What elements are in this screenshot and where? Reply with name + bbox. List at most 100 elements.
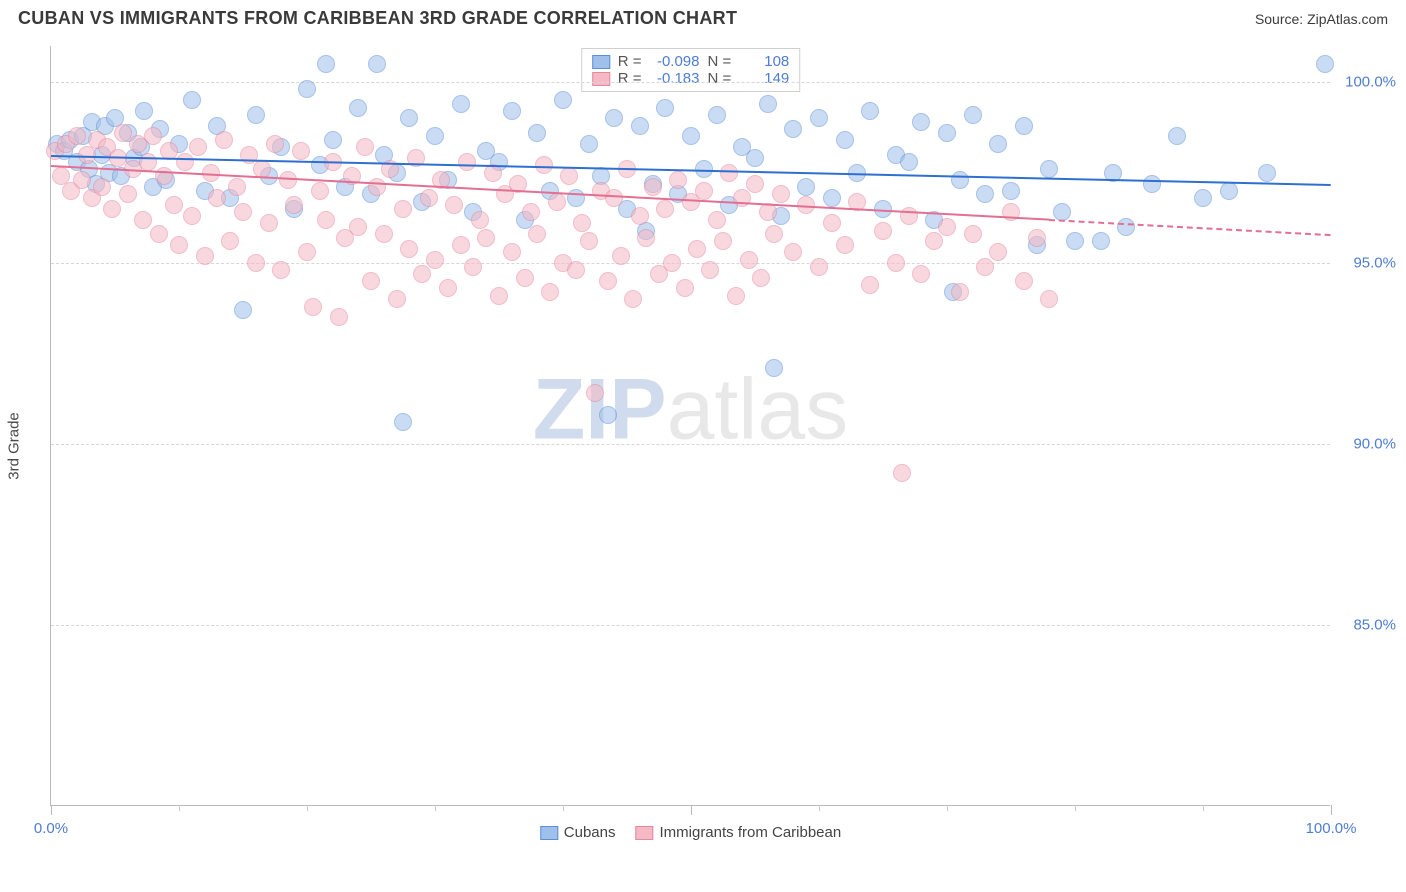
data-point-caribbean: [548, 193, 566, 211]
data-point-caribbean: [68, 127, 86, 145]
data-point-caribbean: [573, 214, 591, 232]
data-point-caribbean: [196, 247, 214, 265]
data-point-caribbean: [400, 240, 418, 258]
legend-item-cubans: Cubans: [540, 824, 616, 841]
data-point-cubans: [1143, 175, 1161, 193]
data-point-cubans: [1117, 218, 1135, 236]
data-point-caribbean: [874, 222, 892, 240]
data-point-caribbean: [330, 308, 348, 326]
data-point-caribbean: [375, 225, 393, 243]
data-point-cubans: [951, 171, 969, 189]
data-point-caribbean: [560, 167, 578, 185]
data-point-caribbean: [541, 283, 559, 301]
data-point-caribbean: [599, 272, 617, 290]
data-point-caribbean: [311, 182, 329, 200]
data-point-caribbean: [656, 200, 674, 218]
data-point-caribbean: [925, 232, 943, 250]
data-point-cubans: [1092, 232, 1110, 250]
data-point-caribbean: [439, 279, 457, 297]
data-point-caribbean: [612, 247, 630, 265]
data-point-caribbean: [836, 236, 854, 254]
data-point-cubans: [708, 106, 726, 124]
data-point-cubans: [298, 80, 316, 98]
data-point-caribbean: [388, 290, 406, 308]
data-point-caribbean: [695, 182, 713, 200]
data-point-cubans: [746, 149, 764, 167]
data-point-caribbean: [272, 261, 290, 279]
data-point-caribbean: [669, 171, 687, 189]
data-point-cubans: [580, 135, 598, 153]
data-point-caribbean: [1028, 229, 1046, 247]
data-point-caribbean: [150, 225, 168, 243]
gridline: [51, 625, 1330, 626]
data-point-caribbean: [394, 200, 412, 218]
data-point-caribbean: [458, 153, 476, 171]
data-point-cubans: [452, 95, 470, 113]
x-tick-minor: [435, 805, 436, 811]
data-point-cubans: [784, 120, 802, 138]
data-point-cubans: [605, 109, 623, 127]
data-point-cubans: [1002, 182, 1020, 200]
data-point-caribbean: [784, 243, 802, 261]
data-point-cubans: [1015, 117, 1033, 135]
legend-row-caribbean: R = -0.183 N = 149: [592, 70, 790, 87]
data-point-caribbean: [861, 276, 879, 294]
data-point-cubans: [1168, 127, 1186, 145]
plot-area: ZIPatlas R = -0.098 N = 108 R = -0.183 N…: [50, 46, 1330, 806]
x-tick: [691, 805, 692, 815]
data-point-caribbean: [266, 135, 284, 153]
data-point-cubans: [656, 99, 674, 117]
data-point-caribbean: [567, 261, 585, 279]
data-point-caribbean: [234, 203, 252, 221]
data-point-cubans: [682, 127, 700, 145]
data-point-caribbean: [413, 265, 431, 283]
data-point-caribbean: [119, 185, 137, 203]
data-point-caribbean: [170, 236, 188, 254]
x-tick-label: 100.0%: [1306, 820, 1357, 837]
data-point-caribbean: [714, 232, 732, 250]
data-point-caribbean: [165, 196, 183, 214]
x-tick: [51, 805, 52, 815]
data-point-cubans: [823, 189, 841, 207]
header-bar: CUBAN VS IMMIGRANTS FROM CARIBBEAN 3RD G…: [0, 0, 1406, 33]
data-point-caribbean: [701, 261, 719, 279]
data-point-cubans: [938, 124, 956, 142]
data-point-caribbean: [676, 279, 694, 297]
data-point-caribbean: [183, 207, 201, 225]
data-point-caribbean: [708, 211, 726, 229]
data-point-cubans: [324, 131, 342, 149]
data-point-caribbean: [989, 243, 1007, 261]
data-point-cubans: [1194, 189, 1212, 207]
data-point-cubans: [759, 95, 777, 113]
data-point-cubans: [976, 185, 994, 203]
source-label: Source: ZipAtlas.com: [1255, 11, 1388, 27]
data-point-caribbean: [426, 251, 444, 269]
data-point-caribbean: [964, 225, 982, 243]
data-point-cubans: [1316, 55, 1334, 73]
data-point-cubans: [349, 99, 367, 117]
data-point-caribbean: [810, 258, 828, 276]
data-point-cubans: [797, 178, 815, 196]
legend-item-caribbean: Immigrants from Caribbean: [635, 824, 841, 841]
series-legend: Cubans Immigrants from Caribbean: [540, 824, 841, 841]
data-point-caribbean: [720, 164, 738, 182]
data-point-caribbean: [746, 175, 764, 193]
x-tick-minor: [947, 805, 948, 811]
data-point-cubans: [394, 413, 412, 431]
data-point-caribbean: [631, 207, 649, 225]
x-tick-label: 0.0%: [34, 820, 68, 837]
data-point-cubans: [1040, 160, 1058, 178]
swatch-cubans: [592, 55, 610, 69]
data-point-cubans: [989, 135, 1007, 153]
data-point-caribbean: [586, 384, 604, 402]
data-point-caribbean: [215, 131, 233, 149]
data-point-caribbean: [759, 203, 777, 221]
data-point-cubans: [836, 131, 854, 149]
data-point-caribbean: [285, 196, 303, 214]
data-point-cubans: [912, 113, 930, 131]
data-point-cubans: [1258, 164, 1276, 182]
data-point-caribbean: [73, 171, 91, 189]
x-tick-minor: [563, 805, 564, 811]
data-point-caribbean: [1040, 290, 1058, 308]
data-point-caribbean: [912, 265, 930, 283]
